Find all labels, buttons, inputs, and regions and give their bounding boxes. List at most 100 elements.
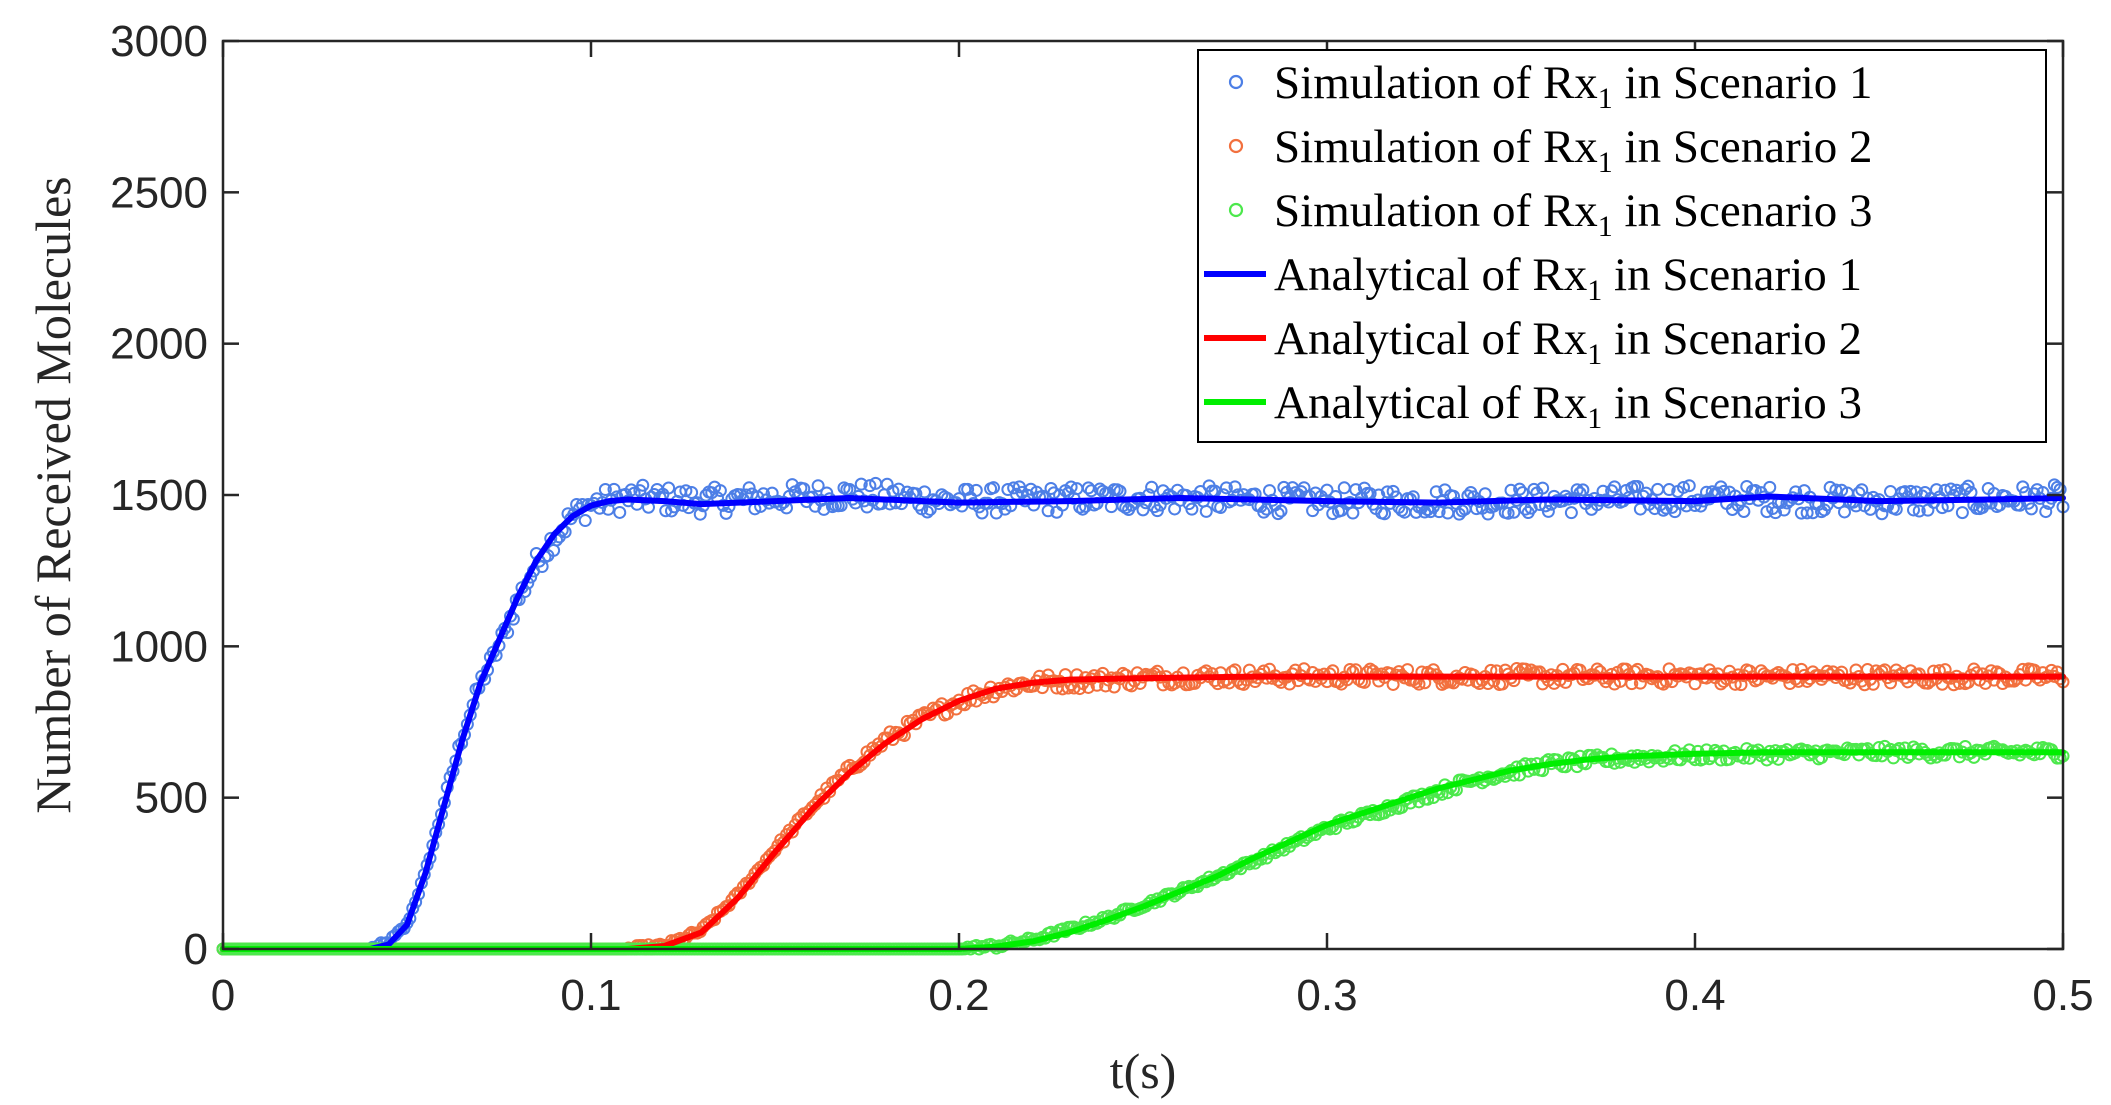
data-point <box>1041 504 1055 518</box>
series-line <box>220 673 2066 952</box>
data-point <box>920 505 934 519</box>
data-point <box>1950 483 1964 497</box>
data-point <box>1631 479 1644 493</box>
legend-label: Simulation of Rx <box>1274 57 1598 109</box>
legend-marker <box>1228 202 1244 218</box>
data-point <box>1777 503 1791 517</box>
data-point <box>1608 480 1621 494</box>
data-point <box>1199 504 1213 518</box>
data-point <box>987 481 1000 495</box>
x-tick-label: 0.1 <box>560 971 621 1020</box>
data-point <box>1320 483 1334 497</box>
data-point <box>961 482 975 496</box>
legend-subscript: 1 <box>1587 338 1602 371</box>
data-point <box>817 502 831 516</box>
data-point <box>1185 502 1199 516</box>
legend-subscript: 1 <box>1598 210 1613 243</box>
data-point <box>607 482 621 496</box>
data-point <box>1930 483 1943 497</box>
legend-subscript: 1 <box>1587 402 1602 435</box>
data-point <box>2024 502 2038 516</box>
data-point <box>1257 505 1271 519</box>
data-point <box>1907 503 1920 517</box>
series-ana3 <box>220 749 2066 952</box>
legend-label-rest: in Scenario 3 <box>1602 377 1862 429</box>
x-tick-label: 0 <box>211 971 235 1020</box>
data-point <box>578 514 592 528</box>
legend-label: Simulation of Rx <box>1274 185 1598 237</box>
data-point <box>2039 505 2053 519</box>
data-point <box>1337 481 1351 495</box>
data-point <box>613 505 627 519</box>
y-tick-label: 1500 <box>110 471 208 520</box>
data-point <box>719 506 733 520</box>
legend-label-rest: in Scenario 1 <box>1602 249 1862 301</box>
legend-marker <box>1228 138 1244 154</box>
data-point <box>1501 506 1515 520</box>
y-tick-label: 2500 <box>110 168 208 217</box>
legend-label: Analytical of Rx <box>1274 377 1587 429</box>
legend-label: Simulation of Rx <box>1274 121 1598 173</box>
data-point <box>1564 506 1578 520</box>
x-tick-label: 0.3 <box>1296 971 1357 1020</box>
plot-marks <box>216 476 2070 956</box>
data-point <box>1274 504 1288 518</box>
data-point <box>1228 480 1242 494</box>
x-tick-label: 0.5 <box>2032 971 2093 1020</box>
data-point <box>886 484 900 498</box>
legend-box <box>1197 49 2047 443</box>
legend-label: Analytical of Rx <box>1274 313 1587 365</box>
data-point <box>1570 483 1584 497</box>
legend-subscript: 1 <box>1587 274 1602 307</box>
x-axis-label: t(s) <box>1110 1043 1177 1099</box>
legend-entry: Simulation of Rx1 in Scenario 3 <box>1274 185 1873 243</box>
legend-label: Analytical of Rx <box>1274 249 1587 301</box>
series-sim3 <box>216 739 2070 956</box>
data-point <box>1219 481 1233 495</box>
data-point <box>863 479 877 493</box>
data-point <box>1596 484 1610 498</box>
legend-marker <box>1228 74 1244 90</box>
data-point <box>1064 480 1078 494</box>
data-point <box>777 835 791 849</box>
data-point <box>1961 479 1975 493</box>
data-point <box>1800 506 1814 520</box>
y-tick-label: 0 <box>184 925 208 974</box>
data-point <box>1136 503 1150 517</box>
data-point <box>598 483 612 497</box>
data-point <box>1763 480 1777 494</box>
data-point <box>811 479 825 493</box>
legend-label-rest: in Scenario 1 <box>1613 57 1873 109</box>
data-point <box>624 483 638 497</box>
data-point <box>1829 483 1843 497</box>
y-axis-label: Number of Received Molecules <box>25 176 81 813</box>
data-point <box>1145 480 1159 494</box>
data-point <box>1576 483 1590 497</box>
data-point <box>1536 481 1550 495</box>
legend-entry: Simulation of Rx1 in Scenario 1 <box>1274 57 1873 115</box>
data-point <box>662 481 676 495</box>
series-ana1 <box>220 493 2066 952</box>
y-tick-label: 1000 <box>110 622 208 671</box>
data-point <box>1541 504 1555 518</box>
data-point <box>1651 482 1665 496</box>
legend-label-rest: in Scenario 2 <box>1602 313 1862 365</box>
data-point <box>713 484 727 498</box>
data-point <box>785 825 799 839</box>
series-line <box>220 493 2066 952</box>
data-point <box>1271 507 1285 521</box>
data-point <box>1507 505 1521 519</box>
legend-entry: Simulation of Rx1 in Scenario 2 <box>1274 121 1873 179</box>
y-tick-label: 3000 <box>110 17 208 66</box>
data-point <box>1682 479 1696 493</box>
data-point <box>1378 507 1391 521</box>
series-sim1 <box>216 476 2070 956</box>
data-point <box>969 483 983 497</box>
data-point <box>918 485 931 499</box>
legend: Simulation of Rx1 in Scenario 1Simulatio… <box>1197 49 2047 443</box>
legend-subscript: 1 <box>1598 82 1613 115</box>
data-point <box>1838 505 1851 519</box>
data-point <box>679 484 693 498</box>
data-point <box>1912 504 1926 518</box>
